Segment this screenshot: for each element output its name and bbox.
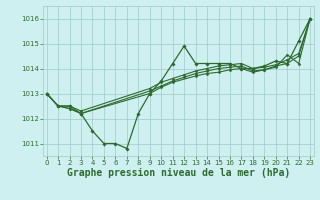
X-axis label: Graphe pression niveau de la mer (hPa): Graphe pression niveau de la mer (hPa) <box>67 168 290 178</box>
